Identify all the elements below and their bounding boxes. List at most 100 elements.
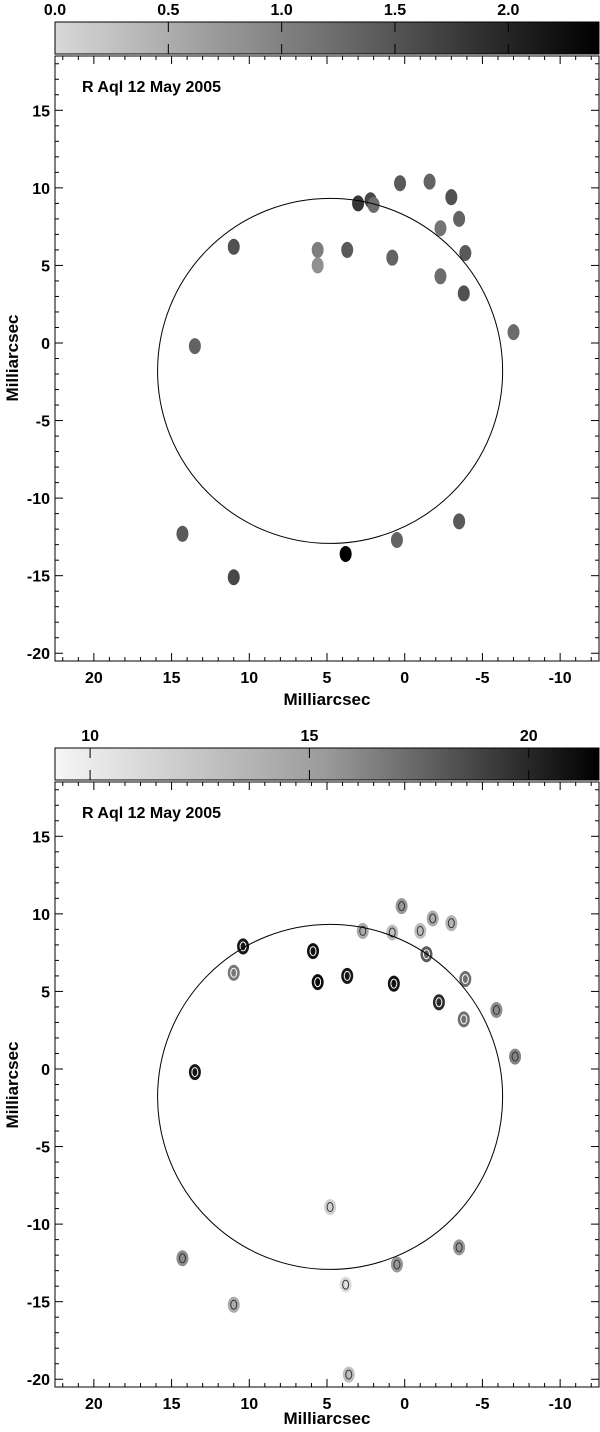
maser-spot-contour <box>388 927 396 938</box>
colorbar-gradient <box>54 747 600 781</box>
y-axis-label: Milliarcsec <box>3 315 22 402</box>
maser-spot <box>509 1048 522 1065</box>
maser-spot <box>386 249 399 266</box>
maser-spot <box>324 1199 337 1216</box>
maser-spot-contour <box>393 1259 401 1270</box>
stellar-disk-circle <box>157 923 504 1270</box>
maser-spot <box>459 971 472 988</box>
maser-spot <box>227 569 240 586</box>
maser-spot <box>426 910 439 927</box>
panel-title: R Aql 12 May 2005 <box>82 805 221 822</box>
maser-spot <box>176 525 189 542</box>
maser-spot <box>395 898 408 915</box>
maser-spot <box>176 1250 189 1267</box>
maser-spot <box>339 1276 352 1293</box>
maser-spot <box>367 196 380 213</box>
maser-spot-contour <box>492 1005 500 1016</box>
maser-spot-contour <box>422 949 430 960</box>
maser-spot-contour <box>511 1051 519 1062</box>
maser-spot-contour <box>390 978 398 989</box>
maser-spot <box>339 545 352 562</box>
maser-spot <box>432 994 445 1011</box>
y-tick-label: 5 <box>41 258 50 275</box>
maser-spot-contour <box>345 1369 353 1380</box>
maser-spot <box>507 324 520 341</box>
x-tick-label: 5 <box>323 1396 332 1413</box>
maser-spot-contour <box>416 925 424 936</box>
x-tick-label: -10 <box>549 1396 572 1413</box>
maser-spot-contour <box>461 974 469 985</box>
maser-spot-contour <box>455 1242 463 1253</box>
x-tick-label: 10 <box>240 1396 258 1413</box>
stellar-disk-circle <box>157 197 504 544</box>
plot-area-top: 20 15 10 5 0 -5 -10 15 10 5 0 -5 -10 -15 -20 R Aql 12 … <box>3 55 600 709</box>
maser-spot <box>188 338 201 355</box>
x-axis-label: Milliarcsec <box>284 690 371 709</box>
y-tick-label: -10 <box>27 1217 50 1234</box>
maser-spot-contour <box>326 1202 334 1213</box>
maser-spot-contour <box>398 901 406 912</box>
colorbar-tick-label: 1.0 <box>271 2 293 19</box>
x-tick-label: -5 <box>475 670 489 687</box>
x-tick-label: -10 <box>549 670 572 687</box>
maser-spot-contour <box>191 1067 199 1078</box>
maser-spot <box>311 257 324 274</box>
y-tick-label: 10 <box>32 907 50 924</box>
maser-spot <box>188 1064 201 1081</box>
plot-frame <box>54 781 600 1388</box>
maser-spot-contour <box>447 918 455 929</box>
maser-spot <box>341 241 354 258</box>
maser-spot <box>342 1366 355 1383</box>
maser-spot <box>414 922 427 939</box>
y-tick-label: -5 <box>36 1140 50 1157</box>
axes: 20 15 10 5 0 -5 -10 15 10 5 0 -5 -10 -15 -20 <box>27 56 599 687</box>
maser-spot <box>227 1296 240 1313</box>
maser-spot-contour <box>359 925 367 936</box>
colorbar-tick-label: 15 <box>301 728 319 745</box>
x-tick-label: 10 <box>240 670 258 687</box>
maser-spot-contour <box>309 946 317 957</box>
maser-spot <box>341 967 354 984</box>
chart-panel-bottom: 10 15 20 20 15 10 5 0 -5 -10 15 10 5 0 -5 -10 -15 -20 R … <box>3 728 600 1428</box>
maser-spot <box>434 268 447 285</box>
maser-spot <box>457 285 470 302</box>
y-tick-label: -15 <box>27 569 50 586</box>
maser-spot <box>453 210 466 227</box>
chart-panel-top: 0.0 0.5 1.0 1.5 2.0 20 15 10 5 0 -5 -10 15 10 5 0 -5 -10… <box>3 2 600 709</box>
maser-spot <box>227 964 240 981</box>
colorbar-tick-label: 1.5 <box>384 2 406 19</box>
maser-spot-contour <box>230 967 238 978</box>
y-tick-label: -20 <box>27 646 50 663</box>
y-tick-label: 15 <box>32 103 50 120</box>
maser-spot <box>352 195 365 212</box>
x-tick-label: 20 <box>85 670 103 687</box>
y-tick-label: -10 <box>27 491 50 508</box>
x-tick-label: 15 <box>163 1396 181 1413</box>
y-tick-label: -20 <box>27 1372 50 1389</box>
colorbar-ticks: 0.0 0.5 1.0 1.5 2.0 <box>44 2 520 54</box>
maser-spot-contour <box>429 913 437 924</box>
x-tick-label: 5 <box>323 670 332 687</box>
x-tick-label: 15 <box>163 670 181 687</box>
maser-spot <box>307 943 320 960</box>
colorbar-gradient <box>54 21 600 55</box>
colorbar-tick-label: 10 <box>81 728 99 745</box>
maser-spot <box>356 922 369 939</box>
maser-spot <box>490 1002 503 1019</box>
maser-spot <box>459 245 472 262</box>
y-tick-label: 0 <box>41 1062 50 1079</box>
x-axis-label: Milliarcsec <box>284 1409 371 1428</box>
maser-spot-contour <box>343 970 351 981</box>
colorbar-tick-label: 0.0 <box>44 2 66 19</box>
y-tick-label: -15 <box>27 1295 50 1312</box>
plot-frame <box>54 55 600 662</box>
maser-spot-contour <box>460 1014 468 1025</box>
x-tick-label: 20 <box>85 1396 103 1413</box>
maser-spot-contour <box>178 1253 186 1264</box>
plot-area-bottom: 20 15 10 5 0 -5 -10 15 10 5 0 -5 -10 -15 -20 R Aql 12 … <box>3 781 600 1428</box>
maser-spot <box>445 915 458 932</box>
data-spots <box>176 898 522 1383</box>
maser-spot <box>453 1239 466 1256</box>
maser-spot <box>311 241 324 258</box>
